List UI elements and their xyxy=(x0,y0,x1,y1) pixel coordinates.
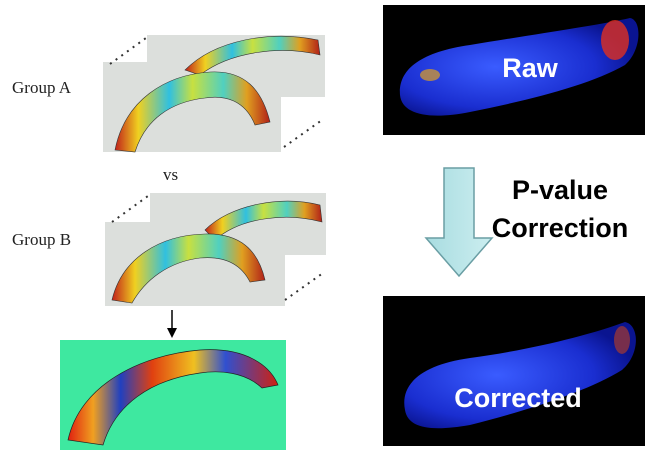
label-raw: Raw xyxy=(502,53,559,83)
group-b-panels xyxy=(105,193,326,306)
group-a-panels xyxy=(103,35,325,152)
label-correction-2: Correction xyxy=(492,213,629,243)
dots xyxy=(284,120,322,147)
dots xyxy=(110,38,146,64)
label-vs: vs xyxy=(163,165,178,184)
hotspot xyxy=(420,69,440,81)
label-group-b: Group B xyxy=(12,230,71,249)
dots xyxy=(112,196,148,222)
figure: Group A vs Group B Raw P-value Correctio… xyxy=(0,0,649,455)
arrow-head xyxy=(167,328,177,338)
hotspot xyxy=(614,326,630,354)
correction-arrow xyxy=(426,168,492,276)
dots xyxy=(285,273,323,300)
label-group-a: Group A xyxy=(12,78,72,97)
label-correction-1: P-value xyxy=(512,175,608,205)
label-corrected: Corrected xyxy=(454,383,582,413)
hotspot xyxy=(601,20,629,60)
